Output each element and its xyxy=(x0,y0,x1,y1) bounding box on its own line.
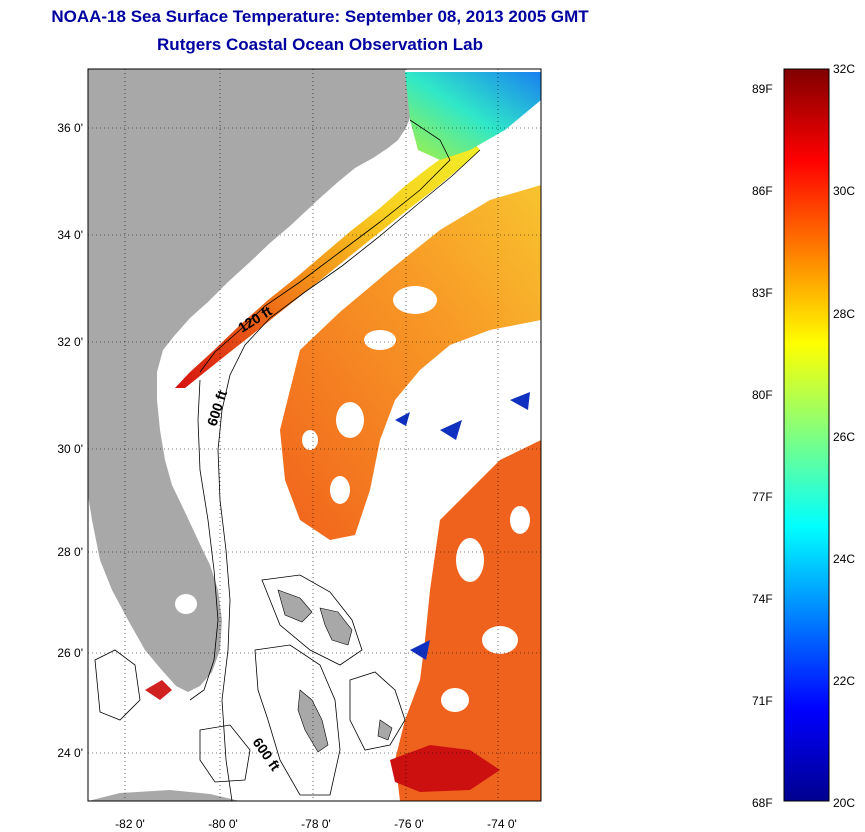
land-mainland xyxy=(88,69,413,692)
land-cuba xyxy=(88,790,240,801)
colorbar-c-label: 26C xyxy=(833,430,856,444)
colorbar-f-label: 80F xyxy=(752,388,773,402)
lon-label: -80 0' xyxy=(208,817,238,831)
sst-southeast-hot xyxy=(390,745,500,792)
sst-coastal-band xyxy=(175,138,480,388)
lat-label: 34 0' xyxy=(57,228,83,242)
lat-label: 26 0' xyxy=(57,646,83,660)
land-bahamas-1 xyxy=(277,589,313,623)
colorbar-f-label: 68F xyxy=(752,796,773,810)
colorbar-f-label: 86F xyxy=(752,184,773,198)
colorbar xyxy=(783,68,830,802)
colorbar-c-label: 32C xyxy=(833,62,856,76)
lat-label: 24 0' xyxy=(57,746,83,760)
colorbar-f-label: 71F xyxy=(752,694,773,708)
map-frame xyxy=(87,68,542,802)
sst-central-patch xyxy=(280,185,541,540)
sst-north-cool xyxy=(405,72,541,160)
cloud-gaps xyxy=(302,286,530,712)
sst-southeast-warm xyxy=(395,440,541,801)
colorbar-c-label: 28C xyxy=(833,307,856,321)
colorbar-c-label: 24C xyxy=(833,552,856,566)
lon-label: -74 0' xyxy=(487,817,517,831)
lat-label: 30 0' xyxy=(57,442,83,456)
colorbar-f-label: 74F xyxy=(752,592,773,606)
colorbar-f-label: 77F xyxy=(752,490,773,504)
colorbar-c-label: 20C xyxy=(833,796,856,810)
land-bahamas-2 xyxy=(319,607,353,646)
map-title: NOAA-18 Sea Surface Temperature: Septemb… xyxy=(51,7,589,26)
lon-label: -78 0' xyxy=(301,817,331,831)
cool-streaks xyxy=(395,392,530,660)
colorbar-f-label: 89F xyxy=(752,82,773,96)
colorbar-c-label: 22C xyxy=(833,674,856,688)
lake-okeechobee xyxy=(175,594,197,614)
lat-label: 32 0' xyxy=(57,335,83,349)
lat-label: 28 0' xyxy=(57,545,83,559)
land-bahamas-4 xyxy=(377,719,393,741)
sst-keys-warm xyxy=(145,680,172,700)
lon-label: -82 0' xyxy=(115,817,145,831)
colorbar-f-label: 83F xyxy=(752,286,773,300)
lat-label: 36 0' xyxy=(57,121,83,135)
isobaths xyxy=(94,119,481,801)
colorbar-c-label: 30C xyxy=(833,184,856,198)
lon-label: -76 0' xyxy=(394,817,424,831)
map-subtitle: Rutgers Coastal Ocean Observation Lab xyxy=(157,35,483,54)
